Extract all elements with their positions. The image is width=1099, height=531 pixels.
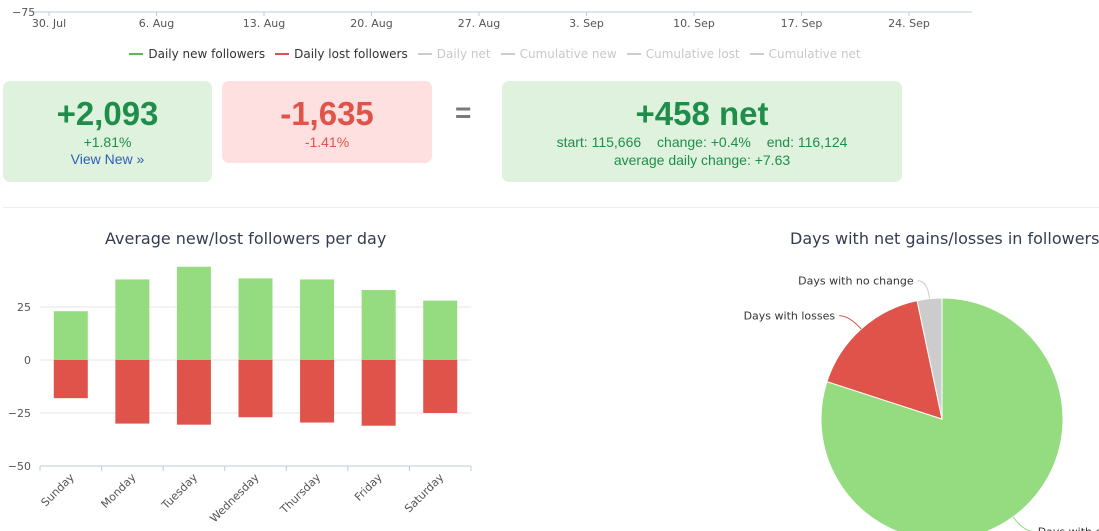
bar-x-tick-label: Saturday xyxy=(402,471,447,516)
timeline-tick-label: 17. Sep xyxy=(781,17,823,30)
legend-swatch xyxy=(749,53,764,55)
pie-label-connector xyxy=(917,280,930,299)
net-start: start: 115,666 xyxy=(556,134,642,150)
net-followers-box: +458 net start: 115,666 change: +0.4% en… xyxy=(502,81,902,182)
lost-followers-pct: -1.41% xyxy=(304,134,350,150)
bar-new-tuesday[interactable] xyxy=(176,266,211,360)
bar-new-wednesday[interactable] xyxy=(238,278,273,360)
legend-swatch xyxy=(129,53,144,55)
timeline-tick-label: 30. Jul xyxy=(32,17,66,30)
timeline-tick-label: 20. Aug xyxy=(350,17,392,30)
new-followers-pct: +1.81% xyxy=(83,134,132,150)
bar-new-thursday[interactable] xyxy=(300,279,335,360)
bar-y-tick-label: 25 xyxy=(17,301,31,314)
equals-sign: = xyxy=(455,97,472,128)
timeline-tick-label: 24. Sep xyxy=(888,17,930,30)
legend-swatch xyxy=(500,53,515,55)
legend-label: Cumulative new xyxy=(519,47,617,61)
bar-lost-sunday[interactable] xyxy=(53,360,88,399)
bar-y-tick-label: −25 xyxy=(8,407,31,420)
legend-item[interactable]: Cumulative lost xyxy=(626,46,740,62)
bar-y-tick-label: −50 xyxy=(8,460,31,473)
bar-x-tick-label: Friday xyxy=(352,471,385,504)
bar-chart-title: Average new/lost followers per day xyxy=(105,229,387,248)
legend-item[interactable]: Daily lost followers xyxy=(275,46,408,62)
bar-x-tick-label: Sunday xyxy=(39,471,78,510)
timeline-tick-label: 13. Aug xyxy=(243,17,285,30)
legend-label: Daily new followers xyxy=(148,47,266,61)
pie-chart-title: Days with net gains/losses in followers xyxy=(790,229,1099,248)
view-new-link[interactable]: View New » xyxy=(70,151,145,167)
timeline-tick-label: 27. Aug xyxy=(458,17,500,30)
net-change: change: +0.4% xyxy=(657,134,751,150)
bar-lost-monday[interactable] xyxy=(115,360,150,424)
lost-followers-box: -1,635 -1.41% xyxy=(222,81,432,163)
pie-label-connector xyxy=(1012,516,1034,531)
legend-label: Cumulative lost xyxy=(645,47,740,61)
pie-slice-label: Days with gains xyxy=(1038,525,1099,531)
timeline-chart: −75 30. Jul 6. Aug 13. Aug 20. Aug 27. Aug 3.… xyxy=(12,6,972,30)
legend-label: Daily lost followers xyxy=(294,47,408,61)
bar-new-monday[interactable] xyxy=(115,279,150,360)
timeline-tick-label: 6. Aug xyxy=(139,17,174,30)
legend-item[interactable]: Daily net xyxy=(417,46,491,62)
legend-item[interactable]: Cumulative net xyxy=(749,46,861,62)
pie-slice-days-with-no-change[interactable] xyxy=(916,297,943,420)
net-end: end: 116,124 xyxy=(766,134,848,150)
legend-item[interactable]: Cumulative new xyxy=(500,46,617,62)
bar-new-friday[interactable] xyxy=(361,290,396,360)
new-followers-value: +2,093 xyxy=(56,95,159,132)
timeline-tick-label: 10. Sep xyxy=(673,17,715,30)
bar-x-tick-label: Monday xyxy=(99,471,139,511)
timeline-y-tick: −75 xyxy=(12,6,35,19)
legend-label: Daily net xyxy=(436,47,491,61)
bar-x-tick-label: Wednesday xyxy=(207,471,262,526)
bar-new-saturday[interactable] xyxy=(423,300,458,360)
legend-swatch xyxy=(417,53,432,55)
net-average-daily-change: average daily change: +7.63 xyxy=(613,152,791,168)
legend-item[interactable]: Daily new followers xyxy=(129,46,265,62)
bar-lost-friday[interactable] xyxy=(361,360,396,426)
bar-chart: 25 0 −25 −50 Sunday Monday Tuesday Wednesday Thu… xyxy=(8,266,472,526)
pie-label-connector xyxy=(839,315,862,330)
lost-followers-value: -1,635 xyxy=(280,95,374,132)
section-divider xyxy=(3,207,1099,208)
legend-label: Cumulative net xyxy=(768,47,861,61)
timeline-tick-label: 3. Sep xyxy=(569,17,604,30)
bar-lost-wednesday[interactable] xyxy=(238,360,273,418)
legend-swatch xyxy=(275,53,290,55)
bar-x-tick-label: Thursday xyxy=(277,471,323,517)
pie-slice-label: Days with losses xyxy=(744,310,836,323)
timeline-x-ticks: 30. Jul 6. Aug 13. Aug 20. Aug 27. Aug 3. Sep… xyxy=(32,12,930,30)
bar-new-sunday[interactable] xyxy=(53,311,88,360)
pie-slice-label: Days with no change xyxy=(798,275,914,288)
chart-legend: Daily new followers Daily lost followers D… xyxy=(0,46,990,62)
net-followers-value: +458 net xyxy=(635,95,769,132)
bar-lost-saturday[interactable] xyxy=(423,360,458,413)
legend-swatch xyxy=(626,53,641,55)
bar-y-tick-label: 0 xyxy=(24,354,31,367)
pie-chart: Days with gains Days with losses Days with… xyxy=(744,275,1099,531)
bar-lost-thursday[interactable] xyxy=(300,360,335,423)
bar-lost-tuesday[interactable] xyxy=(176,360,211,425)
bar-x-tick-label: Tuesday xyxy=(158,471,200,513)
new-followers-box: +2,093 +1.81% View New » xyxy=(3,81,212,182)
